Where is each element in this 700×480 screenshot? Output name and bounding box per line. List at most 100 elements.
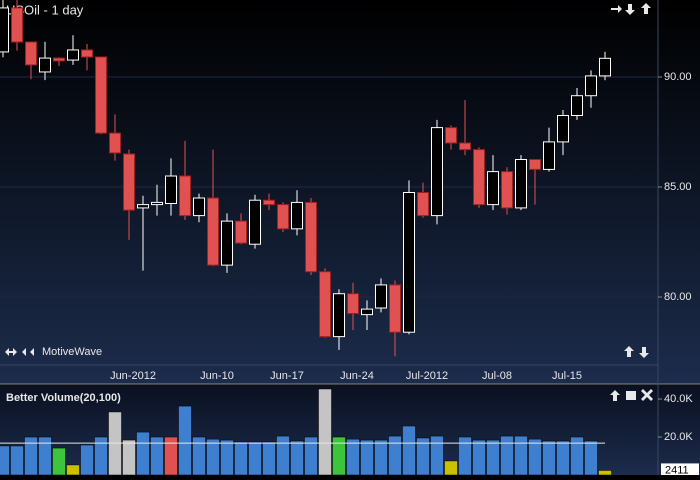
price-panel [0,0,700,384]
candle-body [375,284,387,309]
candle-body [249,199,261,245]
candle-body [361,308,373,316]
candle-body [95,56,107,134]
x-tick-label: Jun-17 [270,370,304,382]
candle-body [123,153,135,211]
volume-bar [136,431,150,476]
volume-bar [500,435,514,476]
candle-body [137,204,149,209]
candle-body [0,7,9,53]
volume-bar [598,470,612,476]
candle-body [417,192,429,217]
volume-bar [360,439,374,476]
arrow-down[interactable] [625,4,635,15]
volume-bar [276,435,290,476]
volume-bar [234,441,248,476]
arrow-right[interactable] [611,5,622,13]
candle-body [221,220,233,266]
candle-body [543,141,555,170]
panel-down[interactable] [639,347,649,358]
candle-body [67,49,79,61]
candle-body [487,171,499,206]
candle-body [529,159,541,170]
volume-bar [430,435,444,476]
y-tick-label: 20.0K [664,431,693,443]
x-tick-label: Jul-2012 [406,370,448,382]
volume-bar [542,440,556,476]
volume-bar [318,388,332,476]
volume-bar [584,440,598,476]
candle-body [319,271,331,338]
volume-bar [402,425,416,476]
scroll-left[interactable] [5,348,17,356]
volume-bar [262,441,276,476]
candle-body [305,201,317,273]
volume-bar [528,438,542,476]
candle-body [151,201,163,206]
current-volume-tag [661,463,699,477]
candle-body [557,115,569,143]
candle-body [193,197,205,217]
y-tick-label: 40.0K [664,393,693,405]
scroll-fast[interactable] [22,348,34,356]
watermark: MotiveWave [42,346,102,358]
candle-body [501,171,513,209]
toolbar-icons[interactable] [5,3,653,401]
candle-body [389,284,401,333]
arrow-up[interactable] [641,3,651,14]
candle-body [599,57,611,77]
volume-bar [206,438,220,476]
volume-bar [66,464,80,476]
candle-body [11,7,23,43]
candle-body [403,192,415,333]
volume-bar [178,405,192,476]
candle-body [277,204,289,230]
volume-bar [0,445,10,476]
candle-body [109,132,121,154]
candle-body [207,197,219,266]
volume-bar [374,439,388,476]
volume-title: Better Volume(20,100) [6,392,121,404]
candle-body [585,75,597,97]
candle-body [459,142,471,151]
candle-body [235,220,247,244]
x-tick-label: Jun-2012 [110,370,156,382]
volume-bar [290,440,304,476]
volume-bar [444,460,458,476]
y-tick-label: 90.00 [664,71,692,83]
vol-close[interactable] [641,389,653,401]
volume-bar [10,445,24,476]
x-tick-label: Jun-24 [340,370,374,382]
y-tick-label: 80.00 [664,291,692,303]
candle-body [515,159,527,209]
panel-up[interactable] [624,346,634,357]
volume-bar [388,435,402,476]
vol-up[interactable] [610,390,620,401]
x-tick-label: Jun-10 [200,370,234,382]
candle-body [445,127,457,144]
candle-body [81,49,93,58]
candle-body [347,293,359,315]
volume-bar [486,439,500,476]
vol-maximize[interactable] [626,391,636,400]
candle-body [39,57,51,73]
volume-bar [472,439,486,476]
candle-body [165,175,177,205]
volume-bar [52,447,66,476]
candle-body [179,175,191,217]
volume-bar [248,441,262,476]
candle-body [571,95,583,117]
x-tick-label: Jul-15 [552,370,582,382]
volume-bar [122,439,136,476]
candle-body [291,201,303,230]
volume-bar [80,444,94,476]
current-volume-label: 2411 [665,464,689,475]
volume-bar [556,440,570,476]
y-tick-label: 85.00 [664,181,692,193]
volume-bar [220,439,234,476]
x-tick-label: Jul-08 [482,370,512,382]
candle-body [473,149,485,206]
candle-body [25,41,37,66]
